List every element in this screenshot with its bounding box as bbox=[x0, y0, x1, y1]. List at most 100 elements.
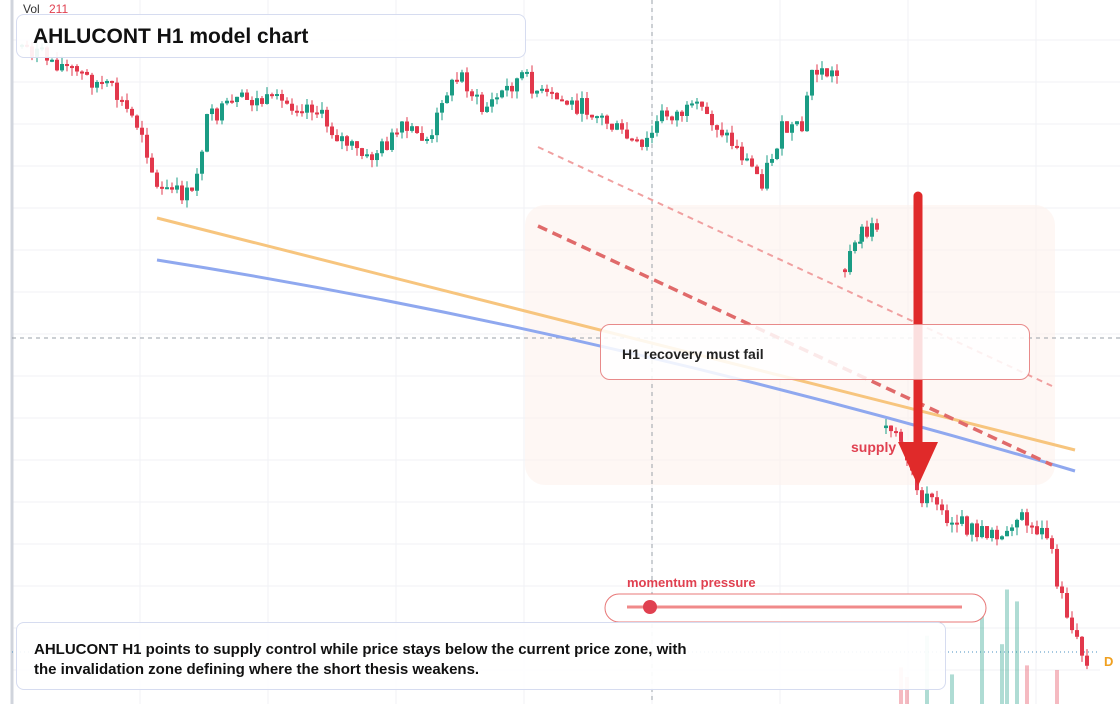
candle-body bbox=[120, 99, 124, 102]
candle-body bbox=[725, 132, 729, 136]
candle-body bbox=[940, 504, 944, 511]
summary-line: AHLUCONT H1 points to supply control whi… bbox=[34, 641, 687, 658]
candle-body bbox=[565, 100, 569, 105]
candle-body bbox=[960, 516, 964, 524]
candle-body bbox=[848, 251, 852, 273]
candle-body bbox=[1040, 527, 1044, 535]
candle-body bbox=[889, 425, 893, 432]
candle-body bbox=[405, 121, 409, 131]
candle-body bbox=[240, 92, 244, 97]
candle-body bbox=[275, 94, 279, 97]
candle-body bbox=[255, 98, 259, 106]
candle-body bbox=[1065, 593, 1069, 618]
volume-bar bbox=[1055, 669, 1059, 704]
zone-label: supply bbox=[851, 439, 896, 455]
summary-box: AHLUCONT H1 points to supply control whi… bbox=[16, 622, 946, 690]
candle-body bbox=[375, 153, 379, 161]
candle-body bbox=[390, 132, 394, 150]
candle-body bbox=[645, 137, 649, 147]
candle-body bbox=[80, 71, 84, 74]
candle-body bbox=[1005, 530, 1009, 537]
candle-body bbox=[745, 158, 749, 161]
candle-body bbox=[440, 103, 444, 113]
candle-body bbox=[760, 174, 764, 189]
candle-body bbox=[510, 85, 514, 92]
candle-body bbox=[955, 522, 959, 525]
volume-value: 211 bbox=[49, 2, 68, 16]
candle-body bbox=[450, 79, 454, 96]
candle-body bbox=[1035, 526, 1039, 535]
candle-body bbox=[205, 114, 209, 152]
volume-bar bbox=[1015, 601, 1019, 704]
candle-body bbox=[325, 109, 329, 127]
candle-body bbox=[615, 123, 619, 130]
candle-body bbox=[305, 104, 309, 113]
candle-body bbox=[920, 490, 924, 504]
candle-body bbox=[95, 81, 99, 88]
candle-body bbox=[250, 99, 254, 106]
candle-body bbox=[220, 103, 224, 121]
candle-body bbox=[870, 223, 874, 237]
volume-bar bbox=[905, 676, 909, 704]
candle-body bbox=[465, 72, 469, 92]
candle-body bbox=[1000, 536, 1004, 540]
candle-body bbox=[875, 223, 879, 230]
candle-body bbox=[365, 154, 369, 157]
candle-body bbox=[1085, 655, 1089, 666]
candle-body bbox=[605, 115, 609, 124]
candle-body bbox=[580, 98, 584, 114]
candle-body bbox=[360, 148, 364, 156]
candle-body bbox=[490, 99, 494, 107]
candle-body bbox=[930, 493, 934, 498]
candle-body bbox=[180, 185, 184, 201]
candle-body bbox=[270, 94, 274, 97]
candle-body bbox=[260, 98, 264, 104]
gauge-label: momentum pressure bbox=[627, 575, 756, 590]
candle-body bbox=[935, 497, 939, 505]
candles bbox=[20, 40, 1089, 670]
candle-body bbox=[810, 69, 814, 96]
candle-body bbox=[485, 106, 489, 112]
candle-body bbox=[550, 91, 554, 94]
volume-label: Vol bbox=[23, 2, 40, 16]
candle-body bbox=[670, 116, 674, 121]
candle-body bbox=[215, 108, 219, 121]
candle-body bbox=[535, 90, 539, 94]
candle-body bbox=[1075, 630, 1079, 637]
candle-body bbox=[545, 88, 549, 92]
candle-body bbox=[170, 187, 174, 190]
candle-body bbox=[195, 173, 199, 191]
candle-body bbox=[135, 115, 139, 128]
candle-body bbox=[105, 80, 109, 84]
candle-body bbox=[980, 526, 984, 538]
candle-body bbox=[225, 100, 229, 104]
candle-body bbox=[125, 100, 129, 109]
candle-body bbox=[370, 154, 374, 161]
candle-body bbox=[150, 157, 154, 173]
summary-line: the invalidation zone defining where the… bbox=[34, 661, 480, 678]
candle-body bbox=[1010, 527, 1014, 531]
candle-body bbox=[185, 187, 189, 201]
candle-body bbox=[790, 124, 794, 133]
candle-body bbox=[860, 226, 864, 242]
volume-bar bbox=[950, 674, 954, 704]
candle-body bbox=[495, 97, 499, 100]
candle-body bbox=[455, 79, 459, 82]
candle-body bbox=[110, 80, 114, 83]
candle-body bbox=[1015, 519, 1019, 528]
candle-body bbox=[660, 110, 664, 122]
candle-body bbox=[1045, 527, 1049, 539]
candle-body bbox=[610, 123, 614, 130]
candle-body bbox=[720, 129, 724, 136]
gauge-dot bbox=[643, 600, 657, 614]
summary: AHLUCONT H1 points to supply control whi… bbox=[34, 640, 687, 680]
candle-body bbox=[805, 95, 809, 132]
candle-body bbox=[970, 523, 974, 535]
candle-body bbox=[620, 123, 624, 130]
candle-body bbox=[625, 129, 629, 139]
candle-body bbox=[735, 145, 739, 148]
candle-body bbox=[55, 59, 59, 71]
candle-body bbox=[975, 523, 979, 538]
callout-box: H1 recovery must fail bbox=[600, 324, 1030, 380]
candle-body bbox=[340, 136, 344, 142]
